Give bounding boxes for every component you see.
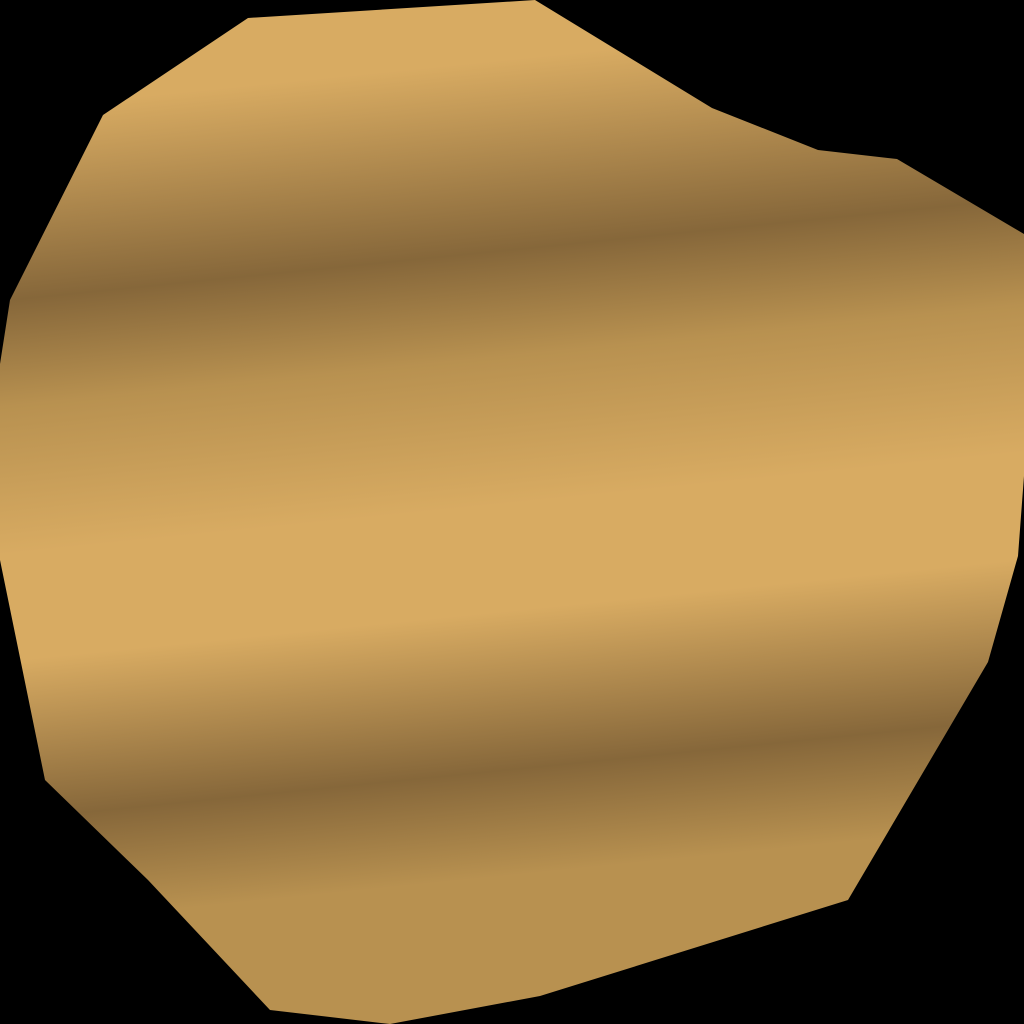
gold-nugget-shape: [0, 0, 1024, 1024]
canvas: [0, 0, 1024, 1024]
scene-svg: [0, 0, 1024, 1024]
